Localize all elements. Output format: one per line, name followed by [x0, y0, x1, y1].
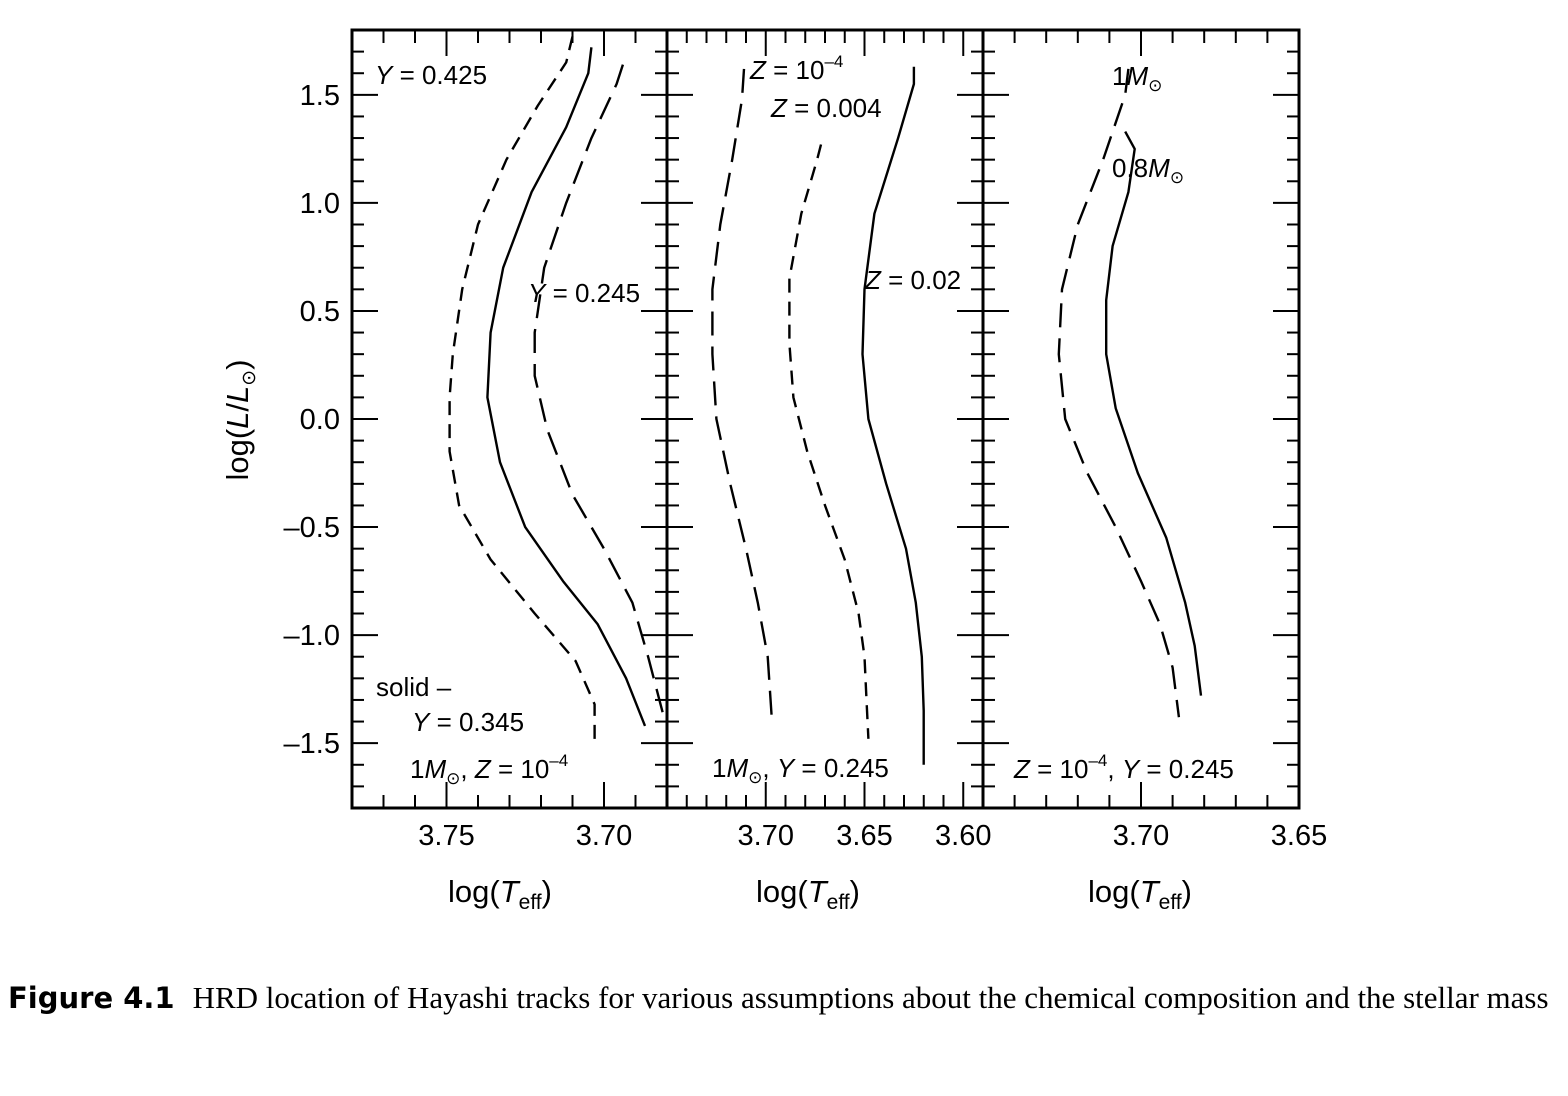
- label-z-002: Z = 0.02: [864, 265, 961, 295]
- x-axis-title-left: log(Teff): [448, 874, 552, 914]
- y-tick-label: 0.0: [300, 404, 340, 436]
- label-y-0345: Y = 0.345: [412, 707, 524, 737]
- y-tick-label: 0.5: [300, 296, 340, 328]
- y-tick-label: –1.0: [284, 620, 340, 652]
- track-right-1: [1104, 131, 1203, 696]
- label-middle-params: 1M⊙, Y = 0.245: [712, 753, 889, 787]
- x-tick-label-right: 3.65: [1271, 820, 1327, 852]
- y-tick-label: 1.5: [300, 80, 340, 112]
- label-z-0004: Z = 0.004: [770, 93, 882, 123]
- label-y-0245: Y = 0.245: [528, 278, 640, 308]
- track-middle-2: [861, 66, 925, 765]
- figure-caption: Figure 4.1 HRD location of Hayashi tracks…: [8, 980, 1558, 1016]
- tracks: [448, 36, 1203, 765]
- y-tick-label: –1.5: [284, 728, 340, 760]
- track-left-0: [448, 36, 596, 744]
- label-1msun: 1M⊙: [1112, 61, 1162, 95]
- track-left-2: [533, 64, 666, 718]
- hayashi-tracks-figure: 3.75 3.70 1.5 1.0 0.5 0.0 –0.5 –1.0 –1.5 3.70 3.65…: [220, 28, 1328, 914]
- label-right-params: Z = 10–4, Y = 0.245: [1013, 751, 1234, 784]
- y-tick-label: 1.0: [300, 188, 340, 220]
- label-left-params: 1M⊙, Z = 10–4: [410, 751, 568, 788]
- x-axis-title-middle: log(Teff): [756, 874, 860, 914]
- track-middle-0: [711, 68, 773, 718]
- label-z-1e-4: Z = 10–4: [749, 52, 843, 85]
- track-left-1: [486, 47, 647, 727]
- tick-marks: [351, 29, 1300, 809]
- caption-label: Figure 4.1: [8, 981, 175, 1015]
- panel-frame-middle: [665, 28, 985, 810]
- x-axis-title-right: log(Teff): [1088, 874, 1192, 914]
- track-middle-1: [788, 144, 870, 739]
- x-tick-label-middle: 3.70: [738, 820, 794, 852]
- x-tick-label-middle: 3.65: [836, 820, 892, 852]
- x-tick-label-left: 3.75: [418, 820, 474, 852]
- label-y-0425: Y = 0.425: [375, 60, 487, 90]
- caption-text: HRD location of Hayashi tracks for vario…: [192, 980, 1549, 1015]
- y-axis-title: log(L/L⊙): [220, 359, 260, 480]
- x-tick-label-middle: 3.60: [935, 820, 991, 852]
- tick-labels: 3.75 3.70 1.5 1.0 0.5 0.0 –0.5 –1.0 –1.5 3.70 3.65…: [284, 80, 1328, 852]
- x-tick-label-left: 3.70: [576, 820, 632, 852]
- x-tick-label-right: 3.70: [1113, 820, 1169, 852]
- panel-frames: [350, 28, 1301, 810]
- label-08msun: 0.8M⊙: [1112, 153, 1184, 187]
- panel-frame-right: [981, 28, 1301, 810]
- track-right-0: [1057, 68, 1181, 718]
- y-tick-label: –0.5: [284, 512, 340, 544]
- label-solid: solid –: [376, 672, 452, 702]
